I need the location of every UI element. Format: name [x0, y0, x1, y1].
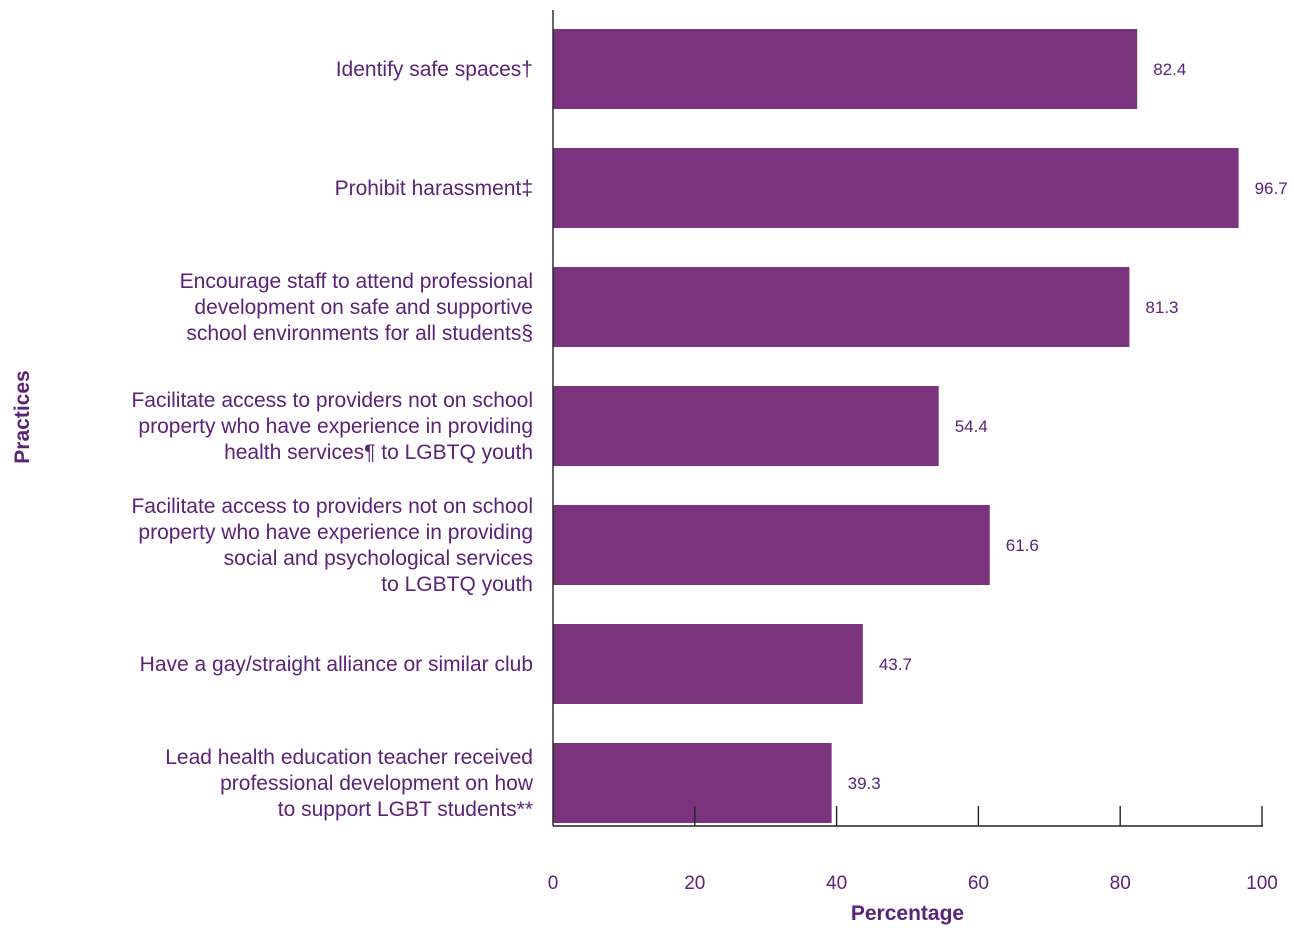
x-tick-label: 0: [548, 873, 559, 894]
category-label-line: Identify safe spaces†: [336, 58, 533, 81]
bar: [553, 386, 939, 466]
category-label-line: to support LGBT students**: [278, 798, 533, 821]
category-label-line: property who have experience in providin…: [138, 415, 533, 438]
value-label: 96.7: [1255, 179, 1288, 198]
category-label: Lead health education teacher received pr…: [165, 746, 534, 821]
value-label: 82.4: [1153, 60, 1186, 79]
bar: [553, 624, 863, 704]
category-label-line: professional development on how: [220, 772, 534, 795]
category-label: Facilitate access to providers not on sc…: [131, 495, 533, 596]
category-label: Identify safe spaces†: [336, 58, 533, 81]
category-label-line: school environments for all students§: [186, 322, 533, 345]
bar: [553, 148, 1239, 228]
category-label-line: Encourage staff to attend professional: [180, 270, 533, 293]
bar: [553, 267, 1130, 347]
axes-group: [552, 10, 1263, 827]
category-label-line: social and psychological services: [224, 547, 533, 570]
category-label-line: Facilitate access to providers not on sc…: [131, 389, 533, 412]
category-label: Facilitate access to providers not on sc…: [131, 389, 533, 464]
value-label: 39.3: [848, 774, 881, 793]
category-label-line: Lead health education teacher received: [165, 746, 533, 769]
category-label-line: property who have experience in providin…: [138, 521, 533, 544]
x-tick-label: 100: [1246, 873, 1278, 894]
category-label-line: Facilitate access to providers not on sc…: [131, 495, 533, 518]
category-label-line: Have a gay/straight alliance or similar …: [140, 653, 533, 676]
x-ticks-group: 0 20 40 60 80 100: [548, 806, 1278, 894]
category-label: Have a gay/straight alliance or similar …: [140, 653, 533, 676]
x-tick-label: 60: [968, 873, 989, 894]
x-axis-title: Percentage: [851, 902, 964, 925]
category-label: Encourage staff to attend professional de…: [180, 270, 533, 345]
category-label-line: development on safe and supportive: [194, 296, 533, 319]
bars-group: 82.4 96.7 81.3 54.4 61.6 43.7 39.3: [553, 29, 1288, 823]
category-label: Prohibit harassment‡: [335, 177, 533, 200]
value-label: 81.3: [1145, 298, 1178, 317]
x-tick-label: 40: [826, 873, 847, 894]
x-tick-label: 20: [684, 873, 705, 894]
bar: [553, 743, 832, 823]
category-labels-group: Identify safe spaces† Prohibit harassment…: [131, 58, 533, 821]
category-label-line: Prohibit harassment‡: [335, 177, 533, 200]
y-axis-title: Practices: [11, 370, 34, 463]
value-label: 54.4: [955, 417, 988, 436]
x-tick-label: 80: [1110, 873, 1131, 894]
value-label: 61.6: [1006, 536, 1039, 555]
value-label: 43.7: [879, 655, 912, 674]
bar: [553, 505, 990, 585]
bar: [553, 29, 1138, 109]
category-label-line: health services¶ to LGBTQ youth: [224, 441, 533, 464]
category-label-line: to LGBTQ youth: [381, 573, 533, 596]
